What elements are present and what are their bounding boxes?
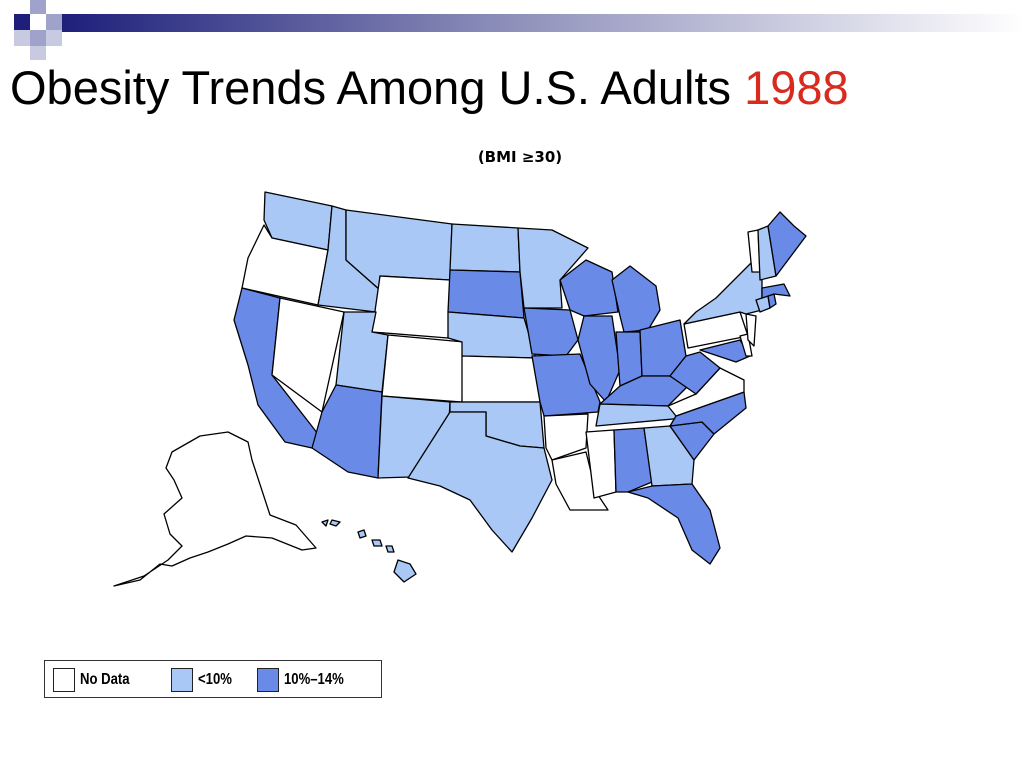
state-WV (669, 351, 721, 395)
state-KS (461, 355, 541, 403)
state-MN (517, 227, 589, 309)
state-MI (611, 265, 661, 333)
legend-label-10-to-14: 10%–14% (284, 671, 344, 688)
legend-label-no-data: No Data (80, 671, 130, 688)
state-NJ (745, 313, 757, 347)
state-GA (643, 425, 695, 487)
state-WI (559, 259, 619, 317)
state-TX (407, 411, 553, 553)
title-text: Obesity Trends Among U.S. Adults (10, 61, 732, 114)
legend-label-under-10: <10% (198, 671, 232, 688)
slide-banner (14, 0, 1024, 60)
state-FL (627, 483, 721, 565)
state-WY (371, 275, 451, 339)
state-AK (113, 431, 317, 587)
state-AL (613, 427, 653, 493)
state-CO (381, 334, 465, 403)
page-title: Obesity Trends Among U.S. Adults 1988 (10, 62, 849, 114)
state-SD (447, 269, 525, 319)
legend-swatch-10-to-14 (257, 668, 279, 692)
state-ME (767, 211, 807, 277)
state-IA (523, 307, 579, 357)
state-AR (543, 413, 589, 461)
map-legend: No Data <10% 10%–14% (44, 660, 382, 698)
legend-item-under-10: <10% (171, 667, 239, 693)
legend-item-no-data: No Data (53, 667, 140, 693)
legend-swatch-under-10 (171, 668, 193, 692)
state-HI (321, 519, 417, 583)
us-obesity-map (113, 191, 807, 587)
legend-item-10-to-14: 10%–14% (257, 667, 357, 693)
legend-swatch-no-data (53, 668, 75, 692)
state-MA (761, 283, 791, 299)
state-ND (449, 223, 521, 273)
title-year: 1988 (744, 61, 849, 114)
map-subtitle: (BMI ≥30) (477, 148, 563, 166)
